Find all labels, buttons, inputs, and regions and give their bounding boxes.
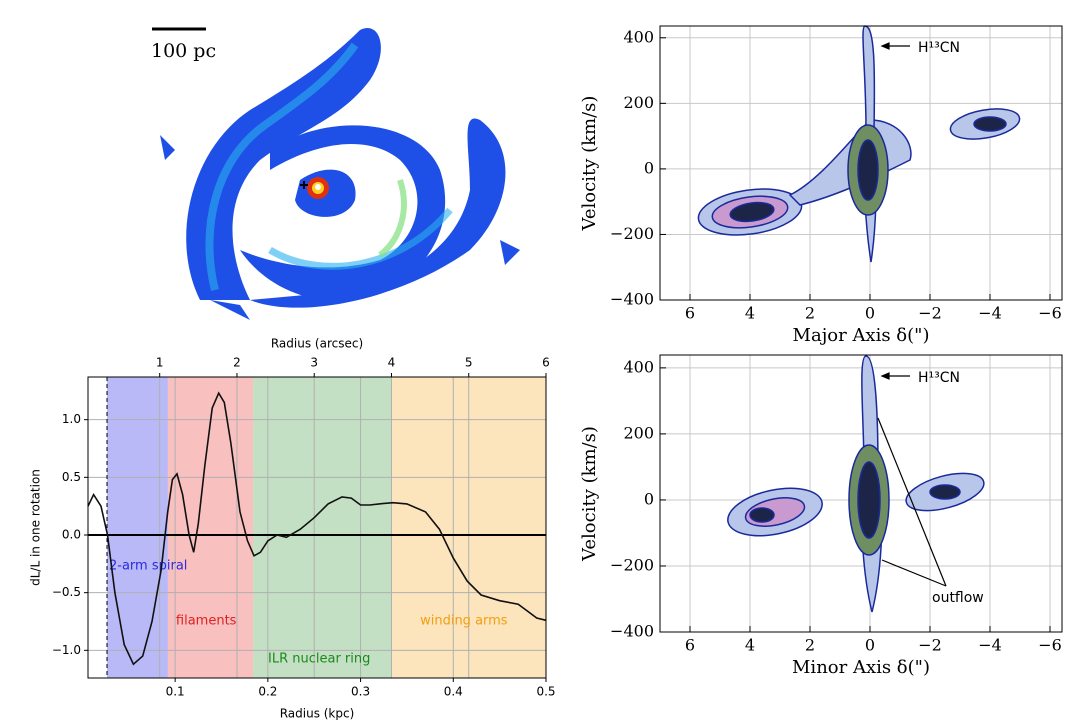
- region-label: winding arms: [420, 614, 508, 629]
- top-x-tick-label: 2: [233, 356, 241, 370]
- x-tick-label: 2: [805, 304, 815, 323]
- x-tick-label: 0: [865, 304, 875, 323]
- x-tick-label: 4: [745, 636, 755, 655]
- pv-contours-major: [697, 25, 1021, 263]
- x-tick-label: 6: [685, 636, 695, 655]
- plot-frame: [659, 25, 1063, 301]
- gas-map: [152, 27, 520, 320]
- x-tick-label: −6: [1038, 304, 1062, 323]
- x-axis-label: Major Axis δ("): [793, 325, 930, 346]
- x-tick-label: 4: [745, 304, 755, 323]
- top-x-tick-label: 5: [465, 356, 473, 370]
- plot-frame: [659, 354, 1063, 633]
- annotation-arrows: [877, 42, 947, 587]
- x-tick-label: 2: [805, 636, 815, 655]
- x-tick-label: −4: [978, 636, 1002, 655]
- y-tick-label: 400: [623, 357, 654, 376]
- y-tick-label: 400: [623, 27, 654, 46]
- x-tick-label: −2: [918, 304, 942, 323]
- x-axis-label: Minor Axis δ("): [792, 657, 930, 678]
- y-tick-label: −1.0: [52, 643, 81, 657]
- y-tick-label: 1.0: [62, 412, 81, 426]
- y-tick-label: 200: [623, 93, 654, 112]
- data-line: [87, 391, 547, 666]
- y-tick-label: −200: [610, 224, 654, 243]
- y-tick-label: −200: [610, 555, 654, 574]
- y-tick-label: 0.0: [62, 527, 81, 541]
- y-tick-label: −0.5: [52, 585, 81, 599]
- region-label: filaments: [176, 614, 237, 629]
- scale-label: 100 pc: [151, 40, 216, 62]
- y-tick-label: 200: [623, 423, 654, 442]
- x-tick-label: −4: [978, 304, 1002, 323]
- x-tick-label: 6: [685, 304, 695, 323]
- region: [107, 377, 168, 678]
- x-tick-label: 0: [865, 636, 875, 655]
- pv-contours-minor: [727, 355, 985, 613]
- top-x-tick-label: 4: [388, 356, 396, 370]
- region-label: ILR nuclear ring: [268, 652, 370, 667]
- x-tick-label: −6: [1038, 636, 1062, 655]
- y-tick-label: 0: [644, 158, 654, 177]
- plot-frame: [87, 376, 547, 679]
- annotation: H¹³CN: [918, 40, 960, 56]
- y-axis-label: dL/L in one rotation: [29, 469, 43, 586]
- y-tick-label: 0: [644, 489, 654, 508]
- annotation: H¹³CN: [918, 370, 960, 386]
- top-x-tick-label: 6: [542, 356, 550, 370]
- top-x-tick-label: 1: [156, 356, 164, 370]
- region: [253, 377, 393, 678]
- x-tick-label: −2: [918, 636, 942, 655]
- top-x-tick-label: 3: [310, 356, 318, 370]
- y-tick-label: 0.5: [62, 470, 81, 484]
- x-tick-label: 0.2: [258, 685, 277, 699]
- x-tick-label: 0.1: [166, 685, 185, 699]
- y-tick-label: −400: [610, 622, 654, 641]
- top-x-axis-label: Radius (arcsec): [271, 337, 363, 351]
- x-axis-label: Radius (kpc): [280, 707, 355, 721]
- annotation: outflow: [932, 590, 984, 606]
- y-tick-label: −400: [610, 290, 654, 309]
- y-axis-label: Velocity (km/s): [579, 426, 600, 562]
- x-tick-label: 0.3: [351, 685, 370, 699]
- x-tick-label: 0.4: [444, 685, 463, 699]
- x-tick-label: 0.5: [536, 685, 555, 699]
- region-label: 2-arm spiral: [109, 559, 187, 574]
- y-axis-label: Velocity (km/s): [579, 96, 600, 232]
